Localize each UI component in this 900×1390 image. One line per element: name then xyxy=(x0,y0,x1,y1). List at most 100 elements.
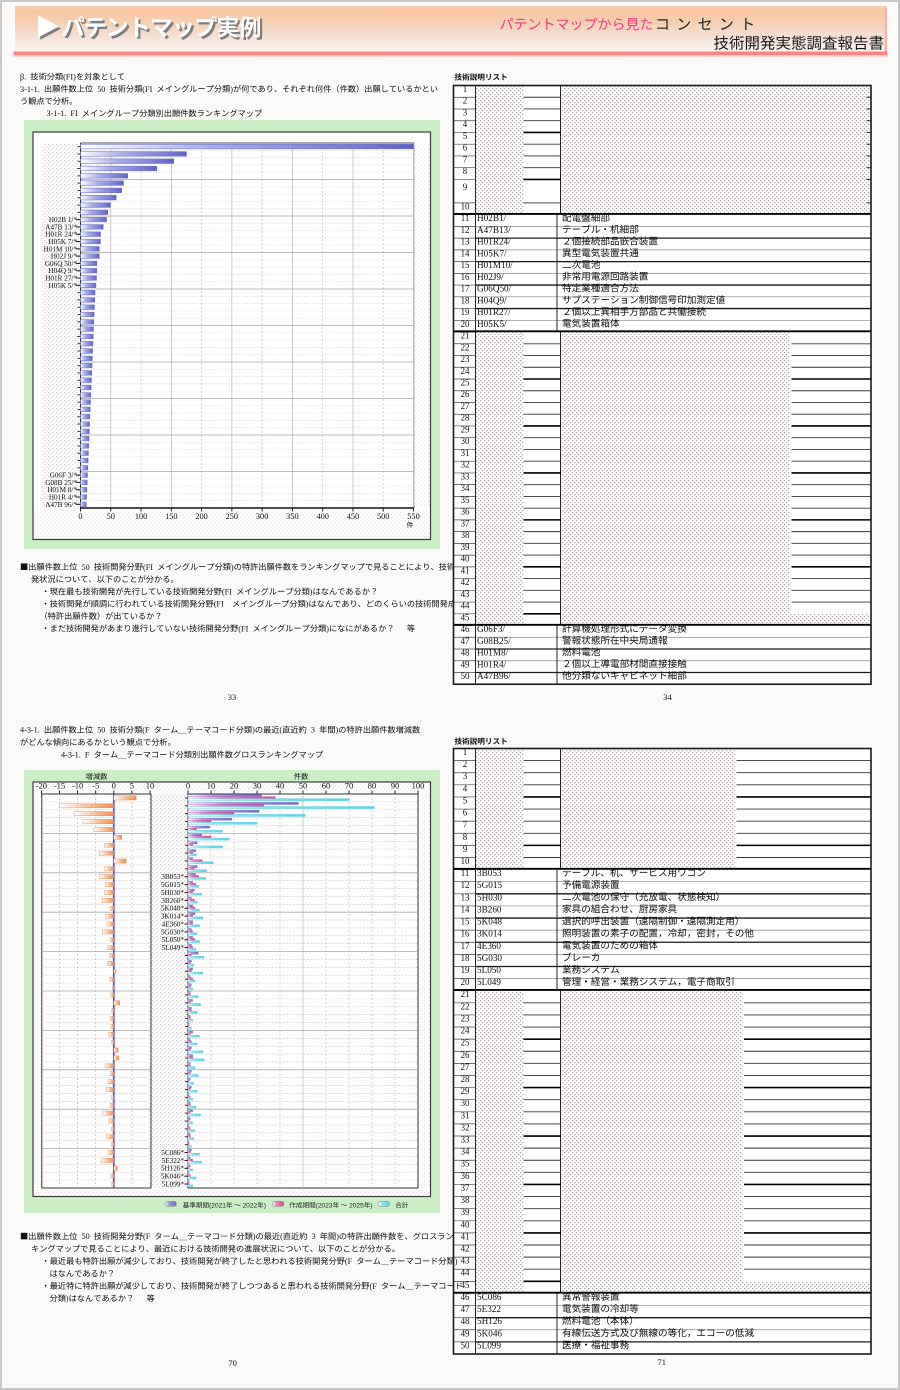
svg-text:A47B 96/*: A47B 96/* xyxy=(45,501,77,509)
svg-text:7: 7 xyxy=(463,154,468,164)
svg-text:(F: (F xyxy=(143,1232,151,1241)
svg-text:G06F3/: G06F3/ xyxy=(477,624,506,634)
svg-text:50: 50 xyxy=(82,1232,90,1241)
svg-text:5E322*: 5E322* xyxy=(162,1157,185,1165)
svg-text:45: 45 xyxy=(461,1280,470,1290)
svg-text:21: 21 xyxy=(461,331,470,341)
svg-text:18: 18 xyxy=(461,295,470,305)
svg-text:4E360: 4E360 xyxy=(477,941,501,951)
svg-text:42: 42 xyxy=(461,1244,470,1254)
svg-text:20: 20 xyxy=(230,781,239,791)
svg-text:3K014: 3K014 xyxy=(477,929,502,939)
svg-text:H01R 4/*: H01R 4/* xyxy=(49,493,78,501)
svg-text:41: 41 xyxy=(461,565,470,575)
svg-text:24: 24 xyxy=(461,366,470,376)
svg-text:5K046: 5K046 xyxy=(477,1328,502,1338)
svg-text:2022: 2022 xyxy=(243,1203,258,1210)
svg-text:): ) xyxy=(326,624,329,633)
svg-text:29: 29 xyxy=(461,424,470,434)
svg-text:31: 31 xyxy=(461,448,470,458)
svg-text:11: 11 xyxy=(461,868,470,878)
svg-text:10: 10 xyxy=(207,781,216,791)
svg-text:10: 10 xyxy=(461,856,470,866)
svg-text:38: 38 xyxy=(461,1195,470,1205)
svg-text:5K046*: 5K046* xyxy=(161,1173,185,1181)
svg-text:): ) xyxy=(306,600,309,609)
svg-text:3B053*: 3B053* xyxy=(161,873,184,881)
svg-text:H02B 1/*: H02B 1/* xyxy=(49,216,78,224)
svg-text:550: 550 xyxy=(407,512,419,521)
svg-text:27: 27 xyxy=(461,401,470,411)
svg-text:19: 19 xyxy=(461,307,470,317)
svg-text:H01M 8/*: H01M 8/* xyxy=(47,486,77,494)
svg-text:1: 1 xyxy=(463,84,467,94)
svg-text:(2021: (2021 xyxy=(209,1203,226,1210)
svg-text:17: 17 xyxy=(461,941,470,951)
svg-text:17: 17 xyxy=(461,284,470,294)
svg-text:30: 30 xyxy=(253,781,262,791)
svg-text:3B260: 3B260 xyxy=(477,904,502,914)
svg-text:H01R27/: H01R27/ xyxy=(477,307,511,317)
svg-text:A47B 13/*: A47B 13/* xyxy=(45,223,77,231)
svg-text:15: 15 xyxy=(461,917,470,927)
svg-text:34: 34 xyxy=(461,1147,470,1157)
svg-text:25: 25 xyxy=(461,1038,470,1048)
svg-text:37: 37 xyxy=(461,518,470,528)
svg-text:32: 32 xyxy=(461,1122,470,1132)
svg-text:G06F 3/*: G06F 3/* xyxy=(50,472,78,480)
svg-text:3B053: 3B053 xyxy=(477,868,502,878)
svg-text:5L049*: 5L049* xyxy=(162,944,185,952)
svg-text:5L099*: 5L099* xyxy=(162,1180,185,1188)
svg-text:43: 43 xyxy=(461,589,470,599)
svg-text:35: 35 xyxy=(461,1159,470,1169)
svg-text:6: 6 xyxy=(463,143,468,153)
svg-text:): ) xyxy=(264,1203,266,1210)
svg-text:50: 50 xyxy=(82,563,90,572)
svg-text:450: 450 xyxy=(347,512,359,521)
svg-text:39: 39 xyxy=(461,542,470,552)
svg-text:H01R24/: H01R24/ xyxy=(477,237,511,247)
svg-text:48: 48 xyxy=(461,648,470,658)
svg-text:5L049: 5L049 xyxy=(477,977,501,987)
svg-text:5G015*: 5G015* xyxy=(161,881,185,889)
svg-text:20: 20 xyxy=(461,977,470,987)
svg-text:18: 18 xyxy=(461,953,470,963)
svg-text:250: 250 xyxy=(226,512,238,521)
svg-text:4-3-1.: 4-3-1. xyxy=(20,726,40,735)
svg-text:23: 23 xyxy=(461,1013,470,1023)
svg-text:(F: (F xyxy=(142,726,150,735)
svg-text:44: 44 xyxy=(461,601,470,611)
svg-text:4E360*: 4E360* xyxy=(162,920,185,928)
svg-text:): ) xyxy=(66,1294,69,1303)
svg-text:300: 300 xyxy=(256,512,268,521)
svg-text:16: 16 xyxy=(461,272,470,282)
svg-text:41: 41 xyxy=(461,1231,470,1241)
svg-text:(FI): (FI) xyxy=(63,73,76,82)
svg-text:40: 40 xyxy=(461,554,470,564)
svg-text:90: 90 xyxy=(391,781,400,791)
svg-text:5L050: 5L050 xyxy=(477,965,501,975)
svg-text:2: 2 xyxy=(463,759,467,769)
svg-text:38: 38 xyxy=(461,530,470,540)
svg-text:39: 39 xyxy=(461,1207,470,1217)
svg-text:5G015: 5G015 xyxy=(477,880,502,890)
svg-text:33: 33 xyxy=(228,692,237,702)
svg-text:0: 0 xyxy=(78,512,82,521)
svg-text:): ) xyxy=(455,1257,458,1266)
svg-text:7: 7 xyxy=(463,820,468,830)
svg-text:H05K 7/*: H05K 7/* xyxy=(48,238,77,246)
svg-text:10: 10 xyxy=(146,781,155,791)
svg-text:80: 80 xyxy=(368,781,377,791)
svg-text:H01M 10/*: H01M 10/* xyxy=(44,245,78,253)
svg-text:-15: -15 xyxy=(54,781,65,791)
svg-text:5G030*: 5G030* xyxy=(161,928,185,936)
svg-text:34: 34 xyxy=(663,692,672,702)
svg-text:50: 50 xyxy=(97,85,105,94)
svg-text:36: 36 xyxy=(461,507,470,517)
svg-text:0: 0 xyxy=(186,781,190,791)
svg-text:(FI: (FI xyxy=(222,587,232,596)
svg-text:25: 25 xyxy=(461,378,470,388)
svg-text:5E322: 5E322 xyxy=(477,1304,501,1314)
svg-text:(FI: (FI xyxy=(142,85,152,94)
svg-text:5H030: 5H030 xyxy=(477,892,502,902)
